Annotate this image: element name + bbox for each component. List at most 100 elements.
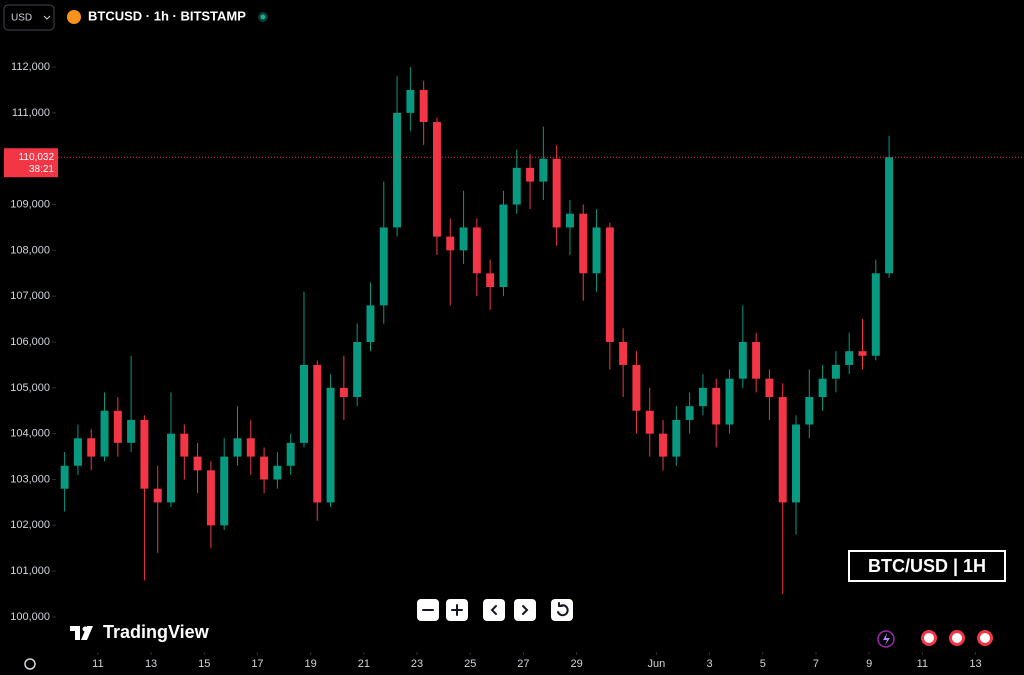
candle-body bbox=[871, 273, 880, 356]
candle-body bbox=[539, 158, 548, 182]
candle-body bbox=[60, 465, 69, 489]
nav-controls bbox=[417, 599, 573, 621]
settings-icon[interactable] bbox=[24, 658, 36, 670]
candle-body bbox=[792, 424, 800, 503]
candle-body bbox=[818, 378, 827, 398]
y-tick-label: 109,000 bbox=[10, 198, 50, 210]
candle-body bbox=[685, 406, 694, 420]
currency-select[interactable] bbox=[3, 4, 55, 31]
candle-body bbox=[393, 112, 402, 228]
reset-icon bbox=[557, 602, 569, 617]
candle-body bbox=[552, 158, 561, 228]
branding: TradingView bbox=[103, 622, 210, 642]
reset-button[interactable] bbox=[551, 599, 573, 621]
candle-body bbox=[831, 364, 840, 379]
coin-icon bbox=[67, 10, 81, 24]
x-tick-label: 11 bbox=[92, 658, 103, 670]
candle-body bbox=[273, 465, 282, 480]
candle-body bbox=[446, 236, 455, 251]
candle-body bbox=[113, 410, 122, 443]
x-tick-label: 23 bbox=[411, 658, 423, 670]
candle-body bbox=[73, 438, 82, 466]
x-tick-label: 29 bbox=[570, 658, 582, 670]
y-tick-label: 111,000 bbox=[12, 107, 50, 119]
candle-body bbox=[246, 438, 255, 457]
watermark: BTC/USD | 1H bbox=[868, 556, 986, 576]
y-tick-label: 107,000 bbox=[10, 290, 50, 302]
y-tick-label: 104,000 bbox=[10, 428, 50, 440]
candle-body bbox=[486, 273, 495, 288]
status-dot bbox=[260, 14, 266, 20]
candle-body bbox=[672, 419, 681, 457]
x-tick-label: 13 bbox=[969, 658, 981, 670]
candle-body bbox=[432, 122, 441, 237]
x-tick-label: 9 bbox=[866, 658, 872, 670]
x-tick-label: 27 bbox=[517, 658, 529, 670]
candle-body bbox=[778, 397, 787, 503]
y-tick-label: 100,000 bbox=[10, 611, 50, 623]
candle-body bbox=[845, 351, 854, 365]
event-icons bbox=[921, 630, 993, 646]
candle-body bbox=[765, 378, 774, 398]
candle-body bbox=[459, 227, 468, 251]
candle-body bbox=[885, 157, 894, 274]
x-tick-label: 15 bbox=[198, 658, 210, 670]
flag-icon bbox=[952, 633, 962, 643]
y-tick-label: 101,000 bbox=[10, 565, 50, 577]
candle-body bbox=[406, 89, 415, 113]
candle-body bbox=[738, 342, 747, 379]
alert-icon[interactable] bbox=[877, 630, 895, 648]
candle-body bbox=[632, 364, 641, 411]
candle-body bbox=[100, 410, 109, 457]
candle-body bbox=[579, 213, 588, 274]
candle-body bbox=[87, 438, 96, 457]
x-tick-label: 5 bbox=[760, 658, 766, 670]
last-price-box bbox=[4, 148, 58, 178]
scroll-left-button[interactable] bbox=[483, 599, 505, 621]
candle-body bbox=[659, 433, 668, 457]
countdown: 38:21 bbox=[29, 164, 54, 175]
candle-body bbox=[326, 387, 335, 503]
candle-body bbox=[153, 488, 162, 503]
symbol[interactable]: BTCUSD · 1h · BITSTAMP bbox=[88, 8, 246, 23]
candle-body bbox=[220, 456, 229, 526]
candle-body bbox=[752, 342, 761, 379]
flag-icon bbox=[924, 633, 934, 643]
candle-body bbox=[140, 419, 149, 489]
x-tick-label: 3 bbox=[707, 658, 713, 670]
last-price-label: 110,032 bbox=[19, 152, 55, 163]
candle-body bbox=[725, 378, 734, 425]
candle-body bbox=[193, 456, 202, 471]
candle-body bbox=[698, 387, 707, 407]
x-tick-label: 25 bbox=[464, 658, 476, 670]
candle-body bbox=[805, 397, 814, 425]
y-tick-label: 108,000 bbox=[10, 244, 50, 256]
candle-body bbox=[645, 410, 654, 434]
bolt-icon bbox=[883, 633, 890, 645]
candle-body bbox=[526, 167, 535, 182]
candle-body bbox=[712, 387, 721, 425]
right-icon bbox=[522, 605, 529, 615]
candle-body bbox=[605, 227, 614, 343]
currency-label: USD bbox=[11, 13, 32, 24]
candle-body bbox=[286, 442, 295, 466]
candle-body bbox=[565, 213, 574, 228]
candle-body bbox=[300, 364, 308, 443]
candle-body bbox=[206, 470, 215, 526]
x-tick-label: 7 bbox=[813, 658, 819, 670]
candle-body bbox=[233, 438, 242, 457]
candle-body bbox=[499, 204, 508, 288]
y-tick-label: 112,000 bbox=[11, 61, 50, 73]
x-tick-label: Jun bbox=[648, 658, 666, 670]
plus-icon bbox=[451, 604, 463, 616]
candle-body bbox=[619, 342, 628, 365]
x-tick-label: 19 bbox=[305, 658, 317, 670]
candle-body bbox=[260, 456, 269, 480]
x-tick-label: 11 bbox=[917, 658, 928, 670]
x-tick-label: 13 bbox=[145, 658, 157, 670]
scroll-right-button[interactable] bbox=[514, 599, 536, 621]
y-tick-label: 106,000 bbox=[10, 336, 50, 348]
candle-body bbox=[180, 433, 189, 457]
candle-body bbox=[512, 167, 521, 205]
